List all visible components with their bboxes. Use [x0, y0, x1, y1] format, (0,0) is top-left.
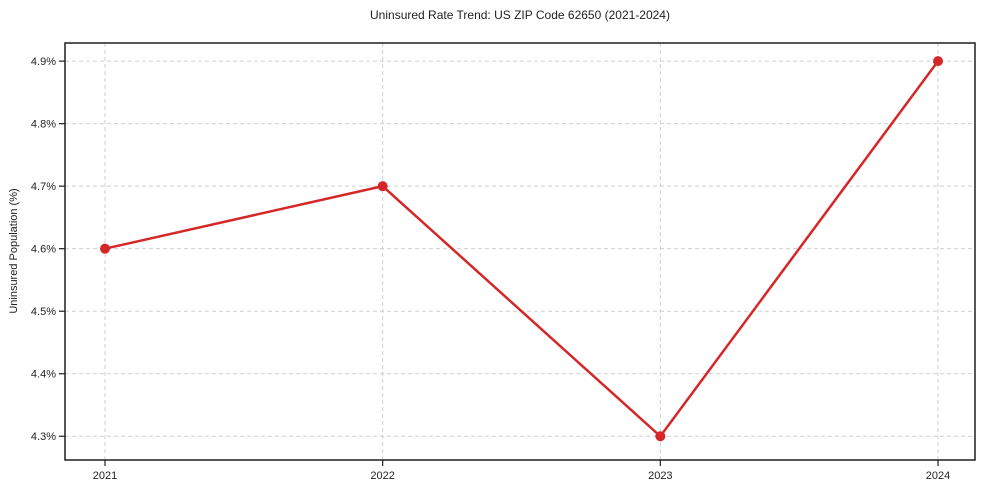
trend-line — [103, 59, 940, 438]
data-point — [933, 56, 943, 67]
y-tick-label: 4.8% — [31, 119, 56, 131]
x-tick-label: 2023 — [648, 470, 672, 482]
y-tick-label: 4.5% — [31, 306, 56, 318]
x-tick-label: 2021 — [93, 470, 117, 482]
chart-title: Uninsured Rate Trend: US ZIP Code 62650 … — [370, 8, 670, 22]
y-tick-label: 4.9% — [31, 56, 56, 68]
y-tick-label: 4.7% — [31, 181, 56, 193]
plot-border — [64, 42, 976, 461]
x-tick-label: 2022 — [370, 470, 394, 482]
y-tick-label: 4.6% — [31, 244, 56, 256]
data-point — [100, 243, 110, 254]
y-tick-label: 4.3% — [31, 431, 56, 443]
y-tick-label: 4.4% — [31, 369, 56, 381]
x-tick-label: 2024 — [926, 470, 950, 482]
data-point — [377, 181, 388, 192]
data-point — [655, 431, 666, 442]
